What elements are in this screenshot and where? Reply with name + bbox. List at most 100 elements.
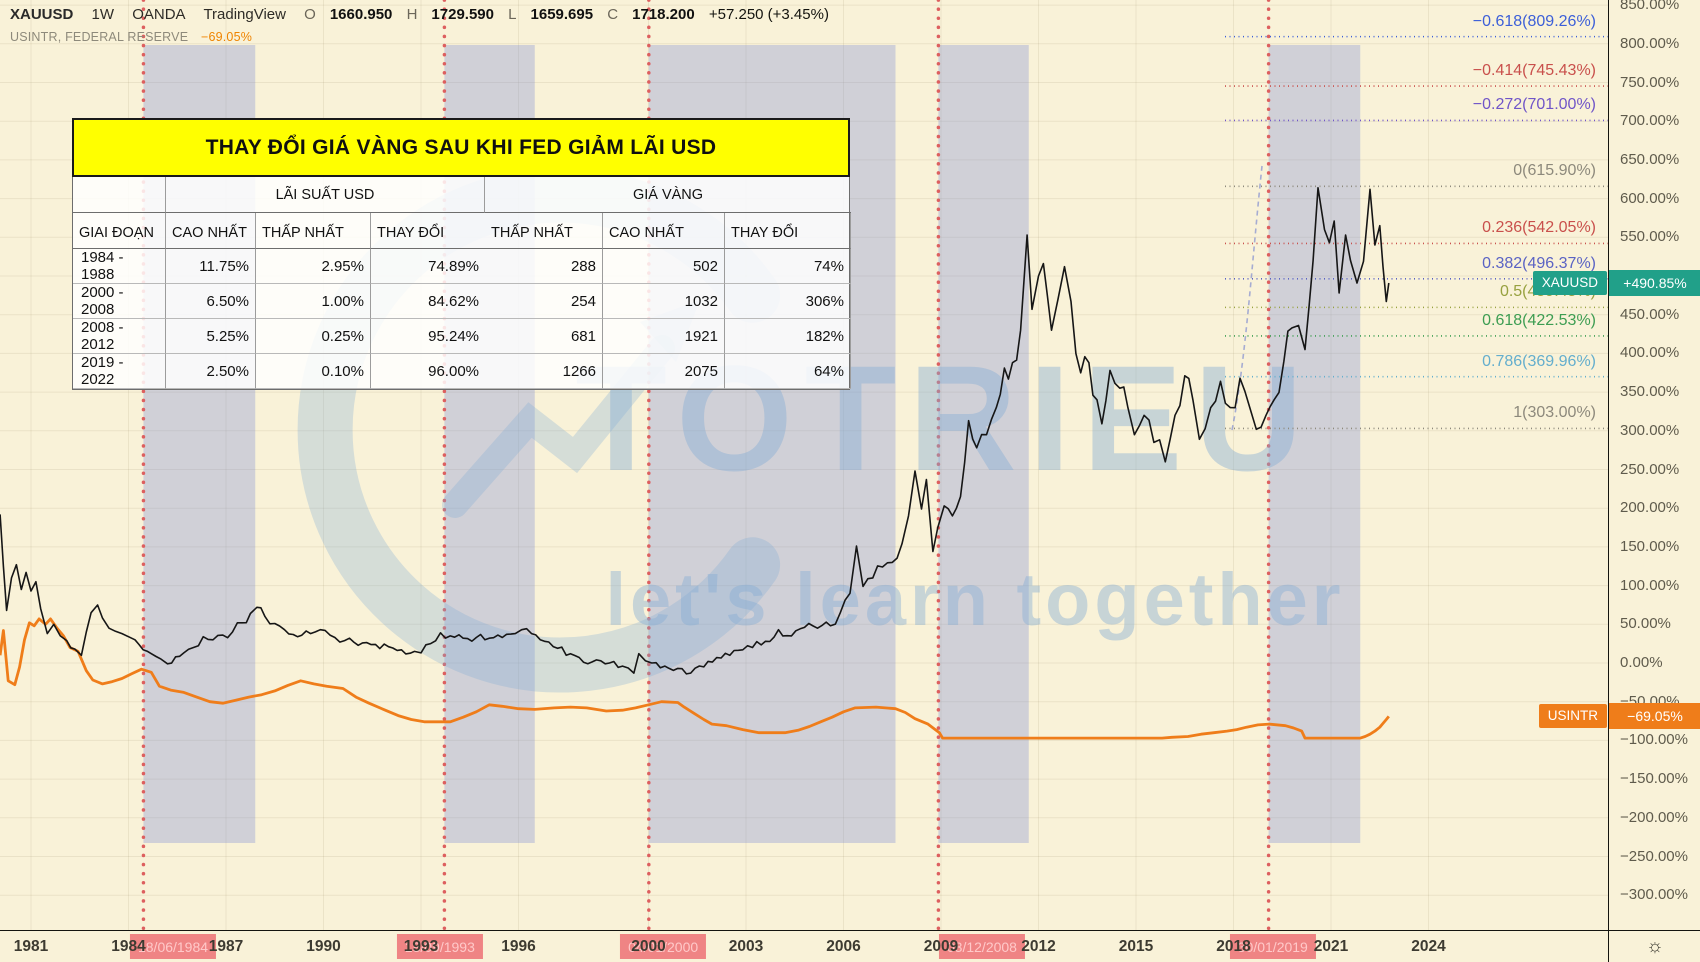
y-axis-tick: −250.00% <box>1620 847 1688 865</box>
gold-rate-table: THAY ĐỔI GIÁ VÀNG SAU KHI FED GIẢM LÃI U… <box>72 118 851 390</box>
y-axis-tick: 0.00% <box>1620 654 1663 671</box>
fib-level-label: −0.272(701.00%) <box>1472 96 1596 114</box>
low-value: 1659.695 <box>530 6 594 23</box>
table-value: 74.89% <box>371 249 485 284</box>
table-value: 5.25% <box>166 319 256 354</box>
usintr-series-badge: USINTR <box>1538 704 1607 729</box>
table-value: 0.25% <box>256 319 371 354</box>
symbol-name[interactable]: XAUUSD <box>10 6 74 23</box>
col-header: THẤP NHẤT <box>485 213 603 249</box>
y-axis-tick: 350.00% <box>1620 383 1680 401</box>
y-axis-tick: −150.00% <box>1620 770 1688 788</box>
y-axis-tick: 800.00% <box>1620 34 1680 52</box>
usintr-line <box>0 617 1390 740</box>
row-period: 2019 - 2022 <box>73 354 166 389</box>
x-axis-year: 2021 <box>1313 938 1349 955</box>
usintr-price-badge: −69.05% <box>1609 703 1700 730</box>
y-axis-tick: 450.00% <box>1620 305 1680 323</box>
table-value: 306% <box>725 284 851 319</box>
fib-level-label: 0.236(542.05%) <box>1482 219 1596 237</box>
x-axis-year: 2015 <box>1118 938 1154 955</box>
xauusd-price-badge: +490.85% <box>1609 270 1700 297</box>
open-value: 1660.950 <box>329 6 393 23</box>
indicator-legend: USINTR, FEDERAL RESERVE −69.05% <box>10 30 843 44</box>
xauusd-line <box>0 187 1390 675</box>
y-axis-tick: 700.00% <box>1620 112 1680 130</box>
x-axis-year: 2009 <box>923 938 959 955</box>
fib-level-label: −0.414(745.43%) <box>1472 62 1596 80</box>
fib-level-label: −0.618(809.26%) <box>1472 12 1596 30</box>
x-axis-year: 1993 <box>403 938 439 955</box>
high-value: 1729.590 <box>431 6 494 23</box>
table-value: 64% <box>725 354 851 389</box>
table-value: 95.24% <box>371 319 485 354</box>
y-axis-tick: 300.00% <box>1620 421 1680 439</box>
event-date-badge: 18/06/1984 <box>129 934 217 959</box>
ohlc-open: O 1660.950 <box>304 6 392 23</box>
table-value: 74% <box>725 249 851 284</box>
x-axis-year: 1984 <box>111 938 146 955</box>
table-value: 11.75% <box>166 249 256 284</box>
fib-level-label: 0.618(422.53%) <box>1482 311 1596 329</box>
table-corner-cell <box>73 177 166 213</box>
table-value: 6.50% <box>166 284 256 319</box>
y-axis-tick: 650.00% <box>1620 150 1680 168</box>
time-axis[interactable]: 18/06/1984 18/09/1993 04/01/2000 03/12/2008… <box>0 930 1700 962</box>
y-axis-tick: 200.00% <box>1620 499 1680 517</box>
y-axis-tick: 850.00% <box>1620 0 1680 14</box>
rate-cut-band <box>1268 45 1361 843</box>
table-value: 254 <box>485 284 603 319</box>
y-axis-tick: −300.00% <box>1620 886 1688 904</box>
col-header: CAO NHẤT <box>603 213 725 249</box>
timeframe[interactable]: 1W <box>91 6 115 23</box>
table-value: 1266 <box>485 354 603 389</box>
col-header: THẤP NHẤT <box>256 213 371 249</box>
col-header: CAO NHẤT <box>166 213 256 249</box>
table-value: 288 <box>485 249 603 284</box>
row-period: 2000 - 2008 <box>73 284 166 319</box>
col-header-period: GIAI ĐOẠN <box>73 213 166 249</box>
x-axis-year: 2006 <box>826 938 861 955</box>
axis-settings-cell[interactable]: ☼ <box>1608 930 1700 962</box>
table-value: 0.10% <box>256 354 371 389</box>
y-axis-tick: 50.00% <box>1620 615 1671 633</box>
close-label: C <box>607 6 619 23</box>
table-value: 1.00% <box>256 284 371 319</box>
table-value: 2.50% <box>166 354 256 389</box>
y-axis-tick: 750.00% <box>1620 73 1680 91</box>
x-axis-year: 1981 <box>13 938 49 955</box>
price-axis[interactable]: +490.85% −69.05% 850.00% 800.00% 750.00% 70… <box>1608 0 1700 930</box>
xauusd-series-badge: XAUUSD <box>1532 271 1607 296</box>
platform-name: TradingView <box>203 6 286 23</box>
row-period: 2008 - 2012 <box>73 319 166 354</box>
x-axis-year: 1996 <box>501 938 536 955</box>
indicator-name[interactable]: USINTR, FEDERAL RESERVE <box>10 30 189 44</box>
ohlc-close: C 1718.200 <box>607 6 694 23</box>
watermark-slogan-text: let's learn together <box>605 558 1344 641</box>
x-axis-year: 2018 <box>1216 938 1251 955</box>
group-header-rates: LÃI SUẤT USD <box>166 177 485 213</box>
table-value: 1921 <box>603 319 725 354</box>
table-value: 2.95% <box>256 249 371 284</box>
y-axis-tick: 250.00% <box>1620 460 1680 478</box>
y-axis-tick: 400.00% <box>1620 344 1680 362</box>
open-label: O <box>304 6 316 23</box>
y-axis-tick: 150.00% <box>1620 537 1680 555</box>
watermark-logo-arrow <box>442 335 675 518</box>
event-date-badge: 18/09/1993 <box>396 934 483 959</box>
x-axis-year: 2024 <box>1411 938 1446 955</box>
axis-settings-icon[interactable]: ☼ <box>1646 936 1664 957</box>
fib-level-label: 1(303.00%) <box>1513 404 1596 422</box>
indicator-value: −69.05% <box>200 30 253 44</box>
x-axis-year: 1990 <box>306 938 341 955</box>
rate-cut-band <box>938 45 1029 843</box>
table-value: 502 <box>603 249 725 284</box>
row-period: 1984 - 1988 <box>73 249 166 284</box>
x-axis-year: 2012 <box>1021 938 1056 955</box>
close-value: 1718.200 <box>632 6 695 23</box>
y-axis-tick: 550.00% <box>1620 228 1680 246</box>
